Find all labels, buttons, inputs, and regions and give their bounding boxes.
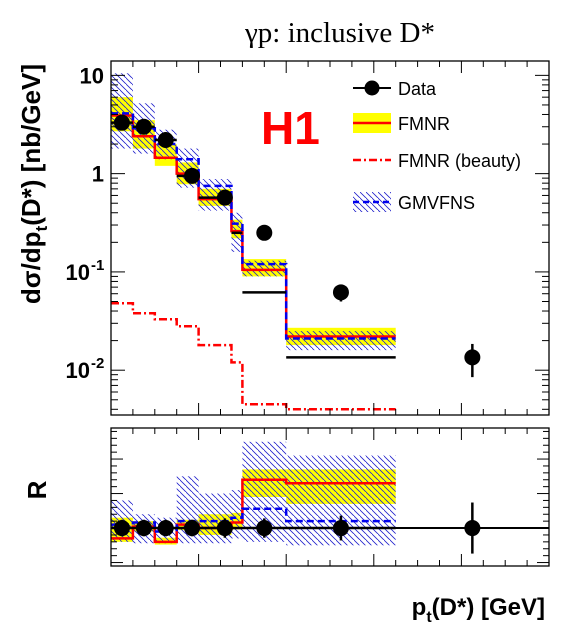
data-point-5 bbox=[256, 224, 273, 241]
y-tick-base: 10 bbox=[66, 358, 90, 383]
ratio-gmvfns-band-5 bbox=[231, 490, 243, 539]
y-axis-title-sub: t bbox=[32, 225, 51, 231]
ratio-data-point-3 bbox=[184, 520, 201, 537]
y-tick-exponent: -2 bbox=[91, 355, 104, 372]
x-axis-title: pt(D*) [GeV] bbox=[412, 594, 545, 626]
legend-data-label: Data bbox=[398, 79, 437, 99]
data-point-0 bbox=[113, 114, 130, 131]
data-point-1 bbox=[135, 118, 152, 135]
y-tick-base: 10 bbox=[66, 260, 90, 285]
x-axis-title-sub: t bbox=[426, 609, 432, 626]
y-axis-title-upper: dσ/dpt(D*) [nb/GeV] bbox=[16, 64, 51, 304]
experiment-label: H1 bbox=[261, 102, 320, 154]
y-tick-label-upper: 10 bbox=[66, 358, 90, 383]
ratio-data-point-2 bbox=[157, 520, 174, 537]
y-axis-title-a: dσ/dp bbox=[16, 231, 46, 304]
data-point-6 bbox=[332, 284, 349, 301]
y-tick-base: 1 bbox=[92, 162, 104, 187]
chart-title: γp: inclusive D* bbox=[244, 17, 435, 49]
legend-gmvfns-label: GMVFNS bbox=[398, 193, 475, 213]
legend: Data FMNR FMNR (beauty) GMVFNS bbox=[353, 79, 521, 213]
fmnr-line bbox=[111, 114, 396, 338]
legend-data-marker bbox=[364, 80, 380, 96]
gmvfns-band-0 bbox=[111, 73, 133, 149]
data-point-4 bbox=[216, 189, 233, 206]
y-tick-label-upper: 10 bbox=[80, 63, 104, 88]
y-tick-label-upper: 10 bbox=[66, 260, 90, 285]
legend-fmnr-label: FMNR bbox=[398, 114, 450, 134]
x-axis-title-rest: (D*) [GeV] bbox=[432, 594, 545, 621]
y-axis-title-lower: R bbox=[22, 480, 52, 499]
ratio-data-point-1 bbox=[135, 520, 152, 537]
data-point-3 bbox=[184, 167, 201, 184]
gmvfns-band-7 bbox=[286, 331, 396, 351]
ratio-data-point-4 bbox=[216, 520, 233, 537]
y-axis-title-b: (D*) [nb/GeV] bbox=[16, 64, 46, 226]
upper-panel-frame bbox=[110, 60, 550, 416]
x-axis-title-base: p bbox=[412, 594, 427, 621]
legend-gmvfns-band bbox=[353, 192, 391, 212]
legend-beauty-label: FMNR (beauty) bbox=[398, 151, 521, 171]
y-tick-label-upper: 1 bbox=[92, 162, 104, 187]
ratio-data-point-7 bbox=[464, 520, 481, 537]
y-tick-base: 10 bbox=[80, 63, 104, 88]
y-tick-exponent: -1 bbox=[91, 257, 104, 274]
data-point-7 bbox=[464, 349, 481, 366]
data-point-2 bbox=[157, 131, 174, 148]
